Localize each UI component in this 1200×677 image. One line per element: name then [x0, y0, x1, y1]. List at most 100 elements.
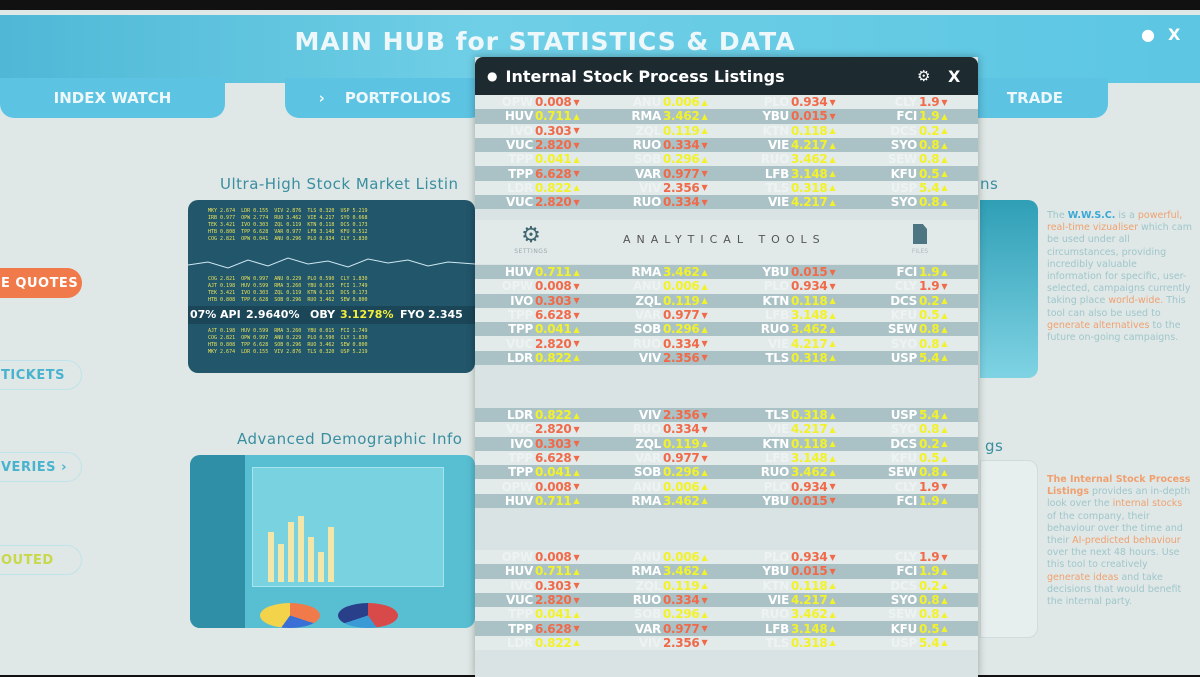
sidebar-item-tickets[interactable]: TICKETS: [0, 360, 82, 390]
dot-icon[interactable]: ●: [1141, 25, 1155, 44]
stock-value: 1.9: [919, 564, 940, 579]
table-row[interactable]: TPP 0.041 ▲ SOB 0.296 ▲ RUO 3.462 ▲ SEW 0.8 ▲: [475, 322, 978, 337]
sidebar-item-routed[interactable]: OUTED: [0, 545, 82, 575]
stock-cell: SEW 0.8 ▲: [859, 465, 978, 479]
table-row[interactable]: VUC 2.820 ▼ RUO 0.334 ▼ VIE 4.217 ▲ SYO 0.8 ▲: [475, 422, 978, 437]
table-row[interactable]: OPW 0.008 ▼ ANU 0.006 ▲ PLO 0.934 ▼ CLY 1.9 ▼: [475, 95, 978, 110]
arrow-up-icon: ▲: [941, 453, 948, 463]
stock-value: 0.119: [663, 293, 700, 308]
stock-value: 6.628: [535, 621, 572, 636]
files-button[interactable]: FILES: [895, 224, 945, 255]
table-row[interactable]: HUV 0.711 ▲ RMA 3.462 ▲ YBU 0.015 ▼ FCI 1.9 ▲: [475, 109, 978, 124]
arrow-down-icon: ▼: [573, 97, 580, 107]
table-row[interactable]: TPP 6.628 ▼ VAR 0.977 ▼ LFB 3.148 ▲ KFU 0.5 ▲: [475, 166, 978, 181]
demographic-thumbnail[interactable]: [190, 455, 475, 628]
table-row[interactable]: TPP 6.628 ▼ VAR 0.977 ▼ LFB 3.148 ▲ KFU 0.5 ▲: [475, 450, 978, 466]
stock-value: 0.977: [663, 308, 700, 323]
arrow-down-icon: ▼: [573, 126, 580, 136]
table-row[interactable]: LDR 0.822 ▲ VIV 2.356 ▼ TLS 0.318 ▲ USP 5.4 ▲: [475, 635, 978, 651]
line-chart-icon: [188, 257, 475, 269]
sidebar-item-quotes[interactable]: E QUOTES: [0, 268, 82, 298]
table-row[interactable]: HUV 0.711 ▲ RMA 3.462 ▲ YBU 0.015 ▼ FCI 1.9 ▲: [475, 493, 978, 509]
close-icon[interactable]: X: [1168, 25, 1181, 44]
stock-value: 5.4: [919, 635, 940, 650]
stock-symbol: KTN: [762, 293, 789, 308]
arrow-up-icon: ▲: [941, 111, 948, 121]
stock-symbol: OPW: [501, 479, 534, 494]
stock-value: 0.2: [919, 436, 940, 451]
data-column: [190, 455, 245, 628]
stock-cell: OPW 0.008 ▼: [475, 479, 603, 494]
table-row[interactable]: TPP 0.041 ▲ SOB 0.296 ▲ RUO 3.462 ▲ SEW 0.8 ▲: [475, 465, 978, 480]
table-row[interactable]: OPW 0.008 ▼ ANU 0.006 ▲ PLO 0.934 ▼ CLY 1.9 ▼: [475, 279, 978, 294]
arrow-down-icon: ▼: [701, 197, 708, 207]
settings-button[interactable]: ⚙ SETTINGS: [505, 224, 557, 256]
table-row[interactable]: IVO 0.303 ▼ ZQL 0.119 ▲ KTN 0.118 ▲ DCS 0.2 ▲: [475, 293, 978, 308]
stock-symbol: YBU: [762, 493, 789, 508]
bar: [308, 537, 314, 582]
stock-value: 0.977: [663, 166, 700, 181]
stock-value: 0.8: [919, 422, 940, 437]
stock-market-thumbnail[interactable]: MKY 2.674 LDR 0.155 VIV 2.876 TLS 0.320 …: [188, 200, 475, 373]
stock-symbol: ZQL: [635, 123, 661, 138]
tab-trade[interactable]: TRADE: [960, 78, 1108, 118]
tab-portfolios[interactable]: › PORTFOLIOS: [285, 78, 485, 118]
stock-cell: SEW 0.8 ▲: [859, 152, 978, 166]
stock-value: 6.628: [535, 166, 572, 181]
stock-value: 3.462: [791, 322, 828, 337]
table-row[interactable]: OPW 0.008 ▼ ANU 0.006 ▲ PLO 0.934 ▼ CLY 1.9 ▼: [475, 479, 978, 494]
table-row[interactable]: HUV 0.711 ▲ RMA 3.462 ▲ YBU 0.015 ▼ FCI 1.9 ▲: [475, 265, 978, 280]
stock-symbol: RMA: [631, 493, 661, 508]
stock-symbol: VAR: [634, 621, 661, 636]
arrow-down-icon: ▼: [573, 552, 580, 562]
close-button[interactable]: X: [948, 66, 961, 86]
arrow-down-icon: ▼: [573, 424, 580, 434]
stock-value: 2.356: [663, 635, 700, 650]
stock-cell: TLS 0.318 ▲: [731, 181, 859, 195]
arrow-down-icon: ▼: [701, 424, 708, 434]
table-row[interactable]: HUV 0.711 ▲ RMA 3.462 ▲ YBU 0.015 ▼ FCI 1.9 ▲: [475, 564, 978, 579]
table-row[interactable]: TPP 6.628 ▼ VAR 0.977 ▼ LFB 3.148 ▲ KFU 0.5 ▲: [475, 621, 978, 636]
arrow-down-icon: ▼: [941, 97, 948, 107]
table-row[interactable]: VUC 2.820 ▼ RUO 0.334 ▼ VIE 4.217 ▲ SYO 0.8 ▲: [475, 137, 978, 153]
gear-icon[interactable]: ⚙: [917, 67, 931, 85]
stock-cell: VUC 2.820 ▼: [475, 422, 603, 436]
arrow-up-icon: ▲: [829, 424, 836, 434]
table-row[interactable]: IVO 0.303 ▼ ZQL 0.119 ▲ KTN 0.118 ▲ DCS 0.2 ▲: [475, 578, 978, 593]
arrow-up-icon: ▲: [829, 296, 836, 306]
table-row[interactable]: TPP 0.041 ▲ SOB 0.296 ▲ RUO 3.462 ▲ SEW 0.8 ▲: [475, 607, 978, 622]
stock-cell: LFB 3.148 ▲: [731, 166, 859, 181]
table-row[interactable]: TPP 0.041 ▲ SOB 0.296 ▲ RUO 3.462 ▲ SEW 0.8 ▲: [475, 152, 978, 167]
stock-cell: FCI 1.9 ▲: [859, 265, 978, 279]
table-row[interactable]: OPW 0.008 ▼ ANU 0.006 ▲ PLO 0.934 ▼ CLY 1.9 ▼: [475, 550, 978, 565]
stock-value: 3.148: [791, 308, 828, 323]
table-row[interactable]: VUC 2.820 ▼ RUO 0.334 ▼ VIE 4.217 ▲ SYO 0.8 ▲: [475, 195, 978, 210]
stock-value: 0.008: [535, 279, 572, 294]
stock-cell: VUC 2.820 ▼: [475, 593, 603, 607]
table-row[interactable]: VUC 2.820 ▼ RUO 0.334 ▼ VIE 4.217 ▲ SYO 0.8 ▲: [475, 592, 978, 608]
table-row[interactable]: TPP 6.628 ▼ VAR 0.977 ▼ LFB 3.148 ▲ KFU 0.5 ▲: [475, 307, 978, 323]
arrow-down-icon: ▼: [941, 281, 948, 291]
table-row[interactable]: IVO 0.303 ▼ ZQL 0.119 ▲ KTN 0.118 ▲ DCS 0.2 ▲: [475, 123, 978, 138]
stock-cell: OPW 0.008 ▼: [475, 95, 603, 109]
stock-cell: VIV 2.356 ▼: [603, 408, 731, 422]
table-row[interactable]: LDR 0.822 ▲ VIV 2.356 ▼ TLS 0.318 ▲ USP 5.4 ▲: [475, 408, 978, 423]
stock-cell: HUV 0.711 ▲: [475, 564, 603, 578]
table-row[interactable]: VUC 2.820 ▼ RUO 0.334 ▼ VIE 4.217 ▲ SYO 0.8 ▲: [475, 336, 978, 351]
tab-index-watch[interactable]: INDEX WATCH: [0, 78, 225, 118]
stock-cell: TPP 0.041 ▲: [475, 152, 603, 166]
stock-cell: USP 5.4 ▲: [859, 351, 978, 365]
stock-symbol: DCS: [890, 293, 917, 308]
sidebar-item-deliveries[interactable]: VERIES ›: [0, 452, 82, 482]
stock-value: 2.820: [535, 138, 572, 153]
table-row[interactable]: IVO 0.303 ▼ ZQL 0.119 ▲ KTN 0.118 ▲ DCS 0.2 ▲: [475, 436, 978, 451]
stock-symbol: SYO: [890, 195, 918, 210]
stock-listings-dialog: ● Internal Stock Process Listings ⚙ X OP…: [475, 57, 978, 677]
listings-thumbnail[interactable]: [980, 460, 1038, 638]
visualiser-thumbnail[interactable]: [980, 200, 1038, 378]
table-row[interactable]: LDR 0.822 ▲ VIV 2.356 ▼ TLS 0.318 ▲ USP 5.4 ▲: [475, 180, 978, 196]
stock-value: 0.303: [535, 123, 572, 138]
ticker-symbol: OBY: [310, 308, 336, 321]
table-row[interactable]: LDR 0.822 ▲ VIV 2.356 ▼ TLS 0.318 ▲ USP 5.4 ▲: [475, 350, 978, 366]
stock-symbol: VIV: [638, 408, 661, 423]
